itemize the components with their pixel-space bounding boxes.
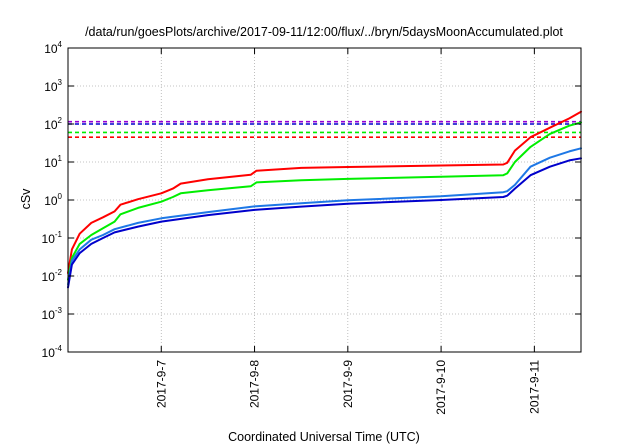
- y-axis-label: cSv: [19, 188, 33, 210]
- series-line: [67, 157, 582, 289]
- series-line: [67, 121, 582, 281]
- y-tick-label: 100: [44, 192, 62, 208]
- x-tick-label: 2017-9-10: [434, 360, 448, 415]
- series-lines: [67, 110, 582, 289]
- y-tick-label: 102: [44, 116, 62, 132]
- y-tick-label: 101: [44, 154, 62, 170]
- series-line: [67, 110, 582, 274]
- threshold-lines: [68, 120, 581, 138]
- chart-title: /data/run/goesPlots/archive/2017-09-11/1…: [85, 25, 563, 39]
- series-line: [67, 147, 582, 286]
- x-axis-label: Coordinated Universal Time (UTC): [228, 430, 420, 444]
- y-axis-ticks: 10-4 10-3 10-2 10-1 100 101 102 103 104: [42, 40, 581, 360]
- x-axis-ticks: 2017-9-7 2017-9-8 2017-9-9 2017-9-10 2017-9-…: [154, 48, 541, 415]
- y-tick-label: 10-1: [42, 230, 63, 246]
- x-tick-label: 2017-9-8: [248, 360, 262, 408]
- gridlines: [68, 48, 581, 352]
- y-tick-label: 104: [44, 40, 62, 56]
- x-tick-label: 2017-9-7: [154, 360, 168, 408]
- plot-frame: [67, 47, 582, 353]
- y-tick-label: 10-2: [42, 268, 63, 284]
- y-tick-label: 10-4: [42, 344, 63, 360]
- y-tick-label: 10-3: [42, 306, 63, 322]
- y-tick-label: 103: [44, 78, 62, 94]
- x-tick-label: 2017-9-11: [527, 360, 541, 414]
- x-tick-label: 2017-9-9: [341, 360, 355, 408]
